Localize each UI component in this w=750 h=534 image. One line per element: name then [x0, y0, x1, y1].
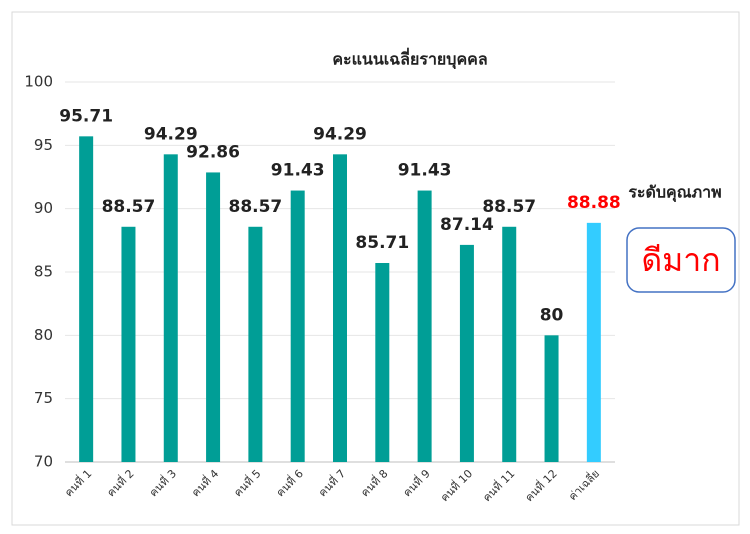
value-label: 94.29 [313, 124, 367, 144]
bar [417, 190, 432, 462]
y-tick-label: 75 [34, 389, 53, 407]
y-tick-label: 85 [34, 263, 53, 281]
y-tick-label: 70 [34, 453, 53, 471]
annotation: ระดับคุณภาพ [628, 183, 721, 203]
bar [375, 263, 390, 462]
value-label: 94.29 [144, 124, 198, 144]
annotation-box [626, 227, 736, 293]
bar [333, 154, 347, 462]
value-label: 88.57 [102, 197, 156, 217]
bar [248, 226, 263, 462]
chart-title: คะแนนเฉลี่ยรายบุคคล [332, 48, 487, 70]
bar [121, 226, 136, 462]
value-label: 85.71 [355, 233, 409, 253]
bar [206, 172, 221, 462]
value-label: 91.43 [271, 161, 325, 181]
value-label: 87.14 [440, 215, 494, 235]
value-label: 80 [540, 305, 564, 325]
value-label: 91.43 [398, 161, 452, 181]
bar [586, 222, 601, 462]
bar [502, 226, 517, 462]
value-label: 88.57 [482, 197, 536, 217]
y-tick-label: 80 [34, 326, 53, 344]
value-label: 92.86 [186, 142, 240, 162]
y-tick-label: 95 [34, 136, 53, 154]
y-tick-label: 100 [24, 73, 53, 91]
y-tick-label: 90 [34, 199, 53, 217]
bar [544, 335, 559, 462]
bar [79, 136, 94, 462]
bar [290, 190, 305, 462]
value-label: 95.71 [59, 106, 113, 126]
annotation: ดีมาก [641, 241, 720, 279]
value-label: 88.88 [567, 193, 621, 213]
value-label: 88.57 [228, 197, 282, 217]
bar [459, 244, 474, 462]
bar [163, 154, 178, 462]
